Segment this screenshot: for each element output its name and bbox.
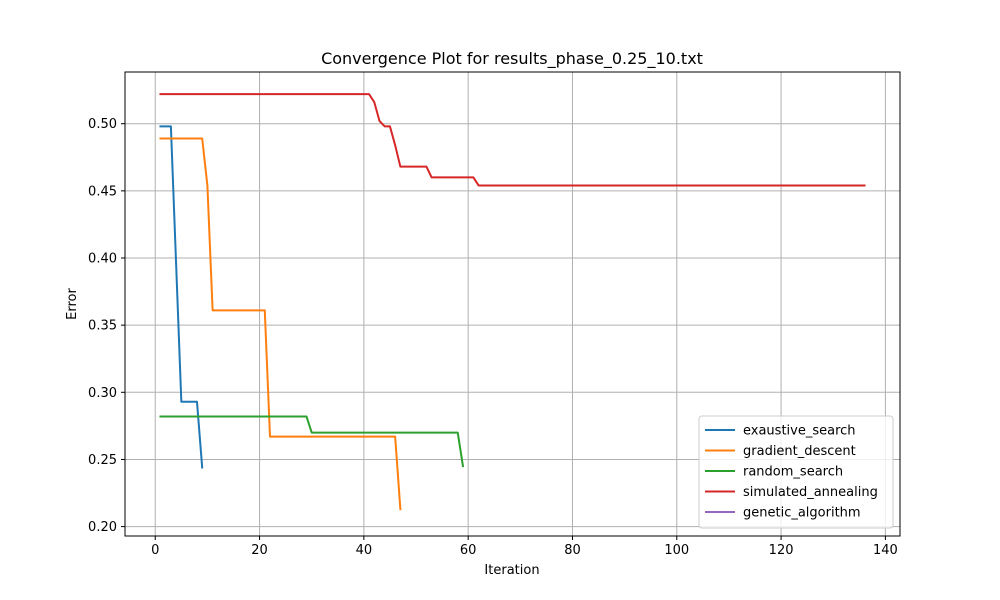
- x-tick-label: 100: [664, 543, 689, 558]
- x-tick-label: 120: [769, 543, 794, 558]
- legend-label: gradient_descent: [743, 444, 856, 459]
- legend-label: exaustive_search: [743, 424, 856, 439]
- x-tick-label: 80: [564, 543, 581, 558]
- series-line-gradient-descent: [159, 137, 402, 511]
- legend-label: genetic_algorithm: [743, 506, 861, 521]
- y-tick-label: 0.35: [88, 319, 117, 334]
- legend-box: [698, 415, 894, 529]
- x-tick-label: 20: [251, 543, 268, 558]
- x-tick-label: 40: [356, 543, 373, 558]
- y-tick-label: 0.25: [88, 453, 117, 468]
- series-line-exaustive-search: [159, 125, 204, 469]
- legend-label: simulated_annealing: [743, 485, 878, 500]
- x-tick-label: 140: [873, 543, 898, 558]
- plot-area-frame: [124, 71, 901, 537]
- series-layer: [159, 93, 866, 511]
- x-tick-label: 60: [460, 543, 477, 558]
- legend: exaustive_search gradient_descent random_s…: [698, 415, 894, 529]
- y-tick-label: 0.30: [88, 386, 117, 401]
- tick-layer: 0 20 40 60 80 100 120 140 0.20 0.25 0.30 0.35 0.40 0.…: [88, 117, 898, 558]
- x-axis-label: Iteration: [484, 563, 539, 578]
- series-line-random-search: [159, 415, 465, 468]
- legend-label: random_search: [743, 465, 843, 480]
- y-tick-label: 0.40: [88, 252, 117, 267]
- chart-title: Convergence Plot for results_phase_0.25_…: [321, 49, 703, 69]
- y-tick-label: 0.20: [88, 520, 117, 535]
- y-tick-label: 0.50: [88, 117, 117, 132]
- y-axis-label: Error: [65, 288, 80, 320]
- x-tick-label: 0: [151, 543, 159, 558]
- y-tick-label: 0.45: [88, 184, 117, 199]
- series-line-simulated-annealing: [159, 93, 866, 187]
